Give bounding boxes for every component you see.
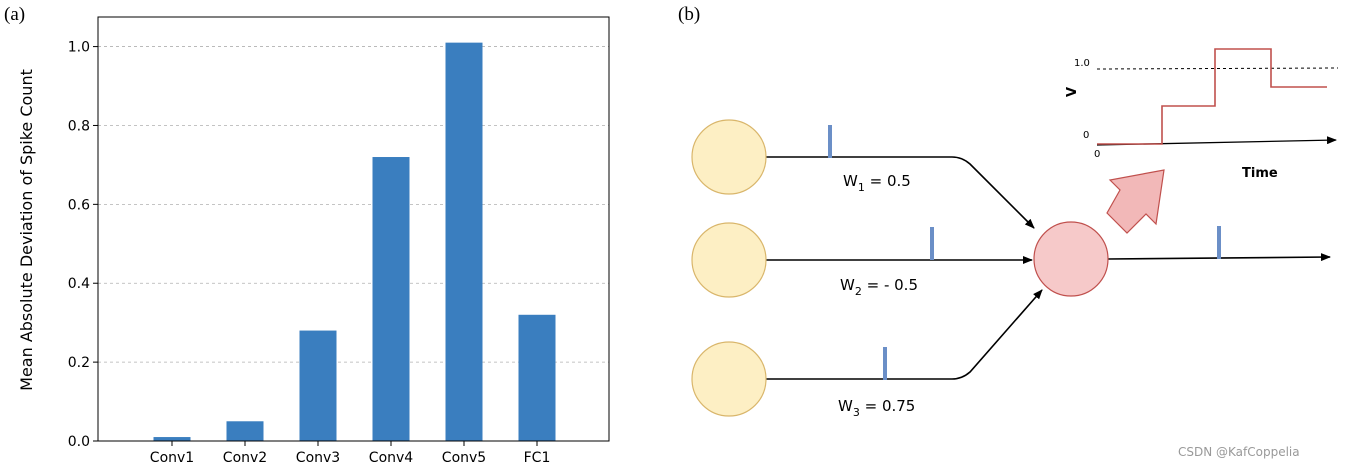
inset-zero-y: 0 (1083, 130, 1089, 141)
inset-x-label: Time (1242, 166, 1278, 181)
y-tick-label: 0.8 (68, 118, 90, 134)
y-tick-label: 0.0 (68, 434, 90, 450)
input-neuron-2 (691, 222, 767, 298)
membrane-potential-inset: 1.0 0 0 V Time (1065, 48, 1339, 181)
bar-chart: 0.00.20.40.60.81.0 Conv1 Conv2 Conv3 Conv4 C… (17, 16, 610, 466)
bar-conv5 (445, 42, 483, 442)
spike-marker-3 (883, 347, 887, 380)
membrane-potential-trace (1097, 48, 1327, 145)
output-neuron (1033, 221, 1109, 297)
weight-label-3: W3 = 0.75 (838, 397, 915, 419)
y-tick-label: 0.2 (68, 355, 90, 371)
x-tick-label: FC1 (524, 450, 551, 466)
input-neuron-3 (691, 341, 767, 417)
bars (153, 42, 556, 442)
inset-y-label: V (1065, 87, 1080, 97)
x-tick-label: Conv4 (369, 450, 413, 466)
bar-conv4 (372, 157, 410, 441)
bar-conv1 (153, 437, 191, 441)
y-tick-label: 0.4 (68, 276, 90, 292)
synapse-1-line (766, 156, 1035, 229)
spike-marker-1 (828, 125, 832, 158)
bar-conv3 (299, 330, 337, 441)
x-tick-label: Conv2 (223, 450, 267, 466)
spike-marker-2 (930, 227, 934, 260)
plot-frame (97, 16, 610, 442)
panel-a-label: (a) (4, 4, 25, 25)
weight-label-1: W1 = 0.5 (843, 172, 911, 194)
synapse-3-line (766, 289, 1043, 380)
input-neuron-1 (691, 119, 767, 195)
x-tick-label: Conv3 (296, 450, 340, 466)
y-tick-label: 1.0 (68, 40, 90, 56)
x-tick-label: Conv1 (150, 450, 194, 466)
y-axis-title: Mean Absolute Deviation of Spike Count (17, 69, 36, 391)
pink-arrow (1106, 169, 1165, 234)
watermark: CSDN @KafCoppelia (1178, 445, 1300, 459)
gridlines (98, 46, 609, 363)
y-tick-label: 0.6 (68, 197, 90, 213)
x-tick-label: Conv5 (442, 450, 486, 466)
threshold-line (1096, 67, 1339, 70)
panel-b-label: (b) (678, 4, 700, 25)
neuron-diagram: W1 = 0.5 W2 = - 0.5 W3 = 0.75 1.0 0 0 V … (691, 48, 1339, 419)
inset-zero-x: 0 (1094, 149, 1100, 160)
spike-marker-output (1217, 226, 1221, 259)
x-axis-ticks: Conv1 Conv2 Conv3 Conv4 Conv5 FC1 (150, 441, 551, 466)
y-axis-ticks: 0.0 0.2 0.4 0.6 0.8 1.0 (68, 40, 98, 450)
threshold-label: 1.0 (1074, 58, 1090, 69)
weight-label-2: W2 = - 0.5 (840, 276, 918, 298)
bar-conv2 (226, 421, 264, 441)
bar-fc1 (518, 314, 556, 441)
